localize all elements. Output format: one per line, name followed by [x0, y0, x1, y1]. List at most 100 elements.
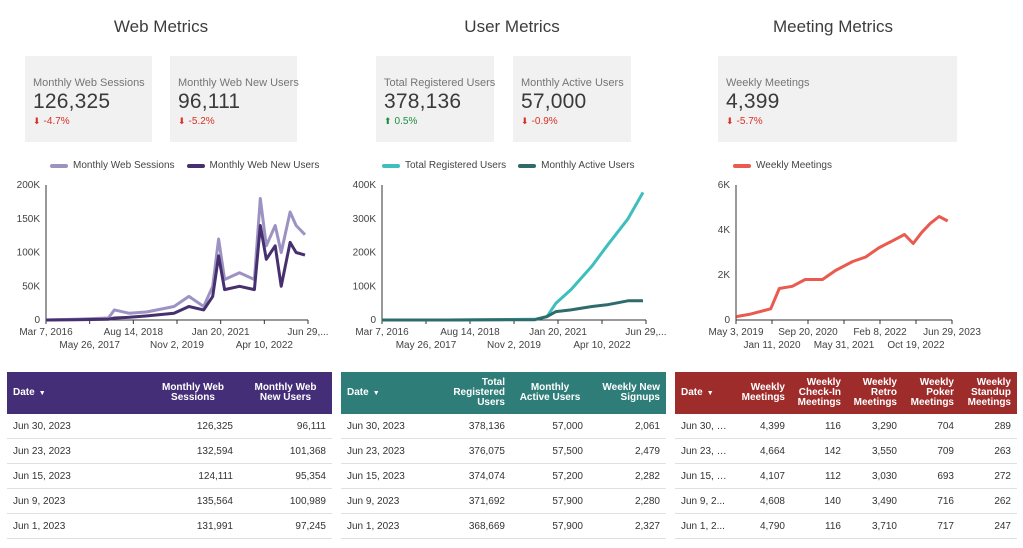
cell-date: Jun 9, 2...: [675, 488, 735, 514]
cell-value: 97,245: [239, 513, 332, 539]
cell-value: 57,900: [511, 513, 589, 539]
legend-label: Monthly Active Users: [541, 160, 635, 171]
legend-label: Monthly Web Sessions: [73, 160, 175, 171]
cell-value: 3,490: [847, 488, 903, 514]
kpi-value: 126,325: [33, 90, 111, 113]
x-tick-label: Jun 29, 2023: [923, 327, 981, 338]
col-header[interactable]: Total Registered Users: [453, 377, 505, 408]
kpi-label: Weekly Meetings: [726, 77, 810, 89]
table-row[interactable]: Jun 15, 2... 4,107 112 3,030 693 272: [675, 463, 1017, 489]
y-tick-label: 0: [724, 315, 730, 326]
table-row[interactable]: Jun 23, 2023 132,594 101,368: [7, 438, 332, 464]
table-row[interactable]: Jun 23, 2023 376,075 57,500 2,479: [341, 438, 666, 464]
table-row[interactable]: Jun 9, 2023 371,692 57,900 2,280: [341, 488, 666, 514]
legend-swatch: [733, 163, 751, 168]
kpi-change-value: -5.7%: [736, 116, 763, 127]
series-line-2[interactable]: [45, 224, 306, 322]
cell-value: 376,075: [433, 438, 511, 464]
cell-value: 101,368: [239, 438, 332, 464]
cell-value: 57,900: [511, 488, 589, 514]
cell-value: 100,989: [239, 488, 332, 514]
cell-value: 289: [960, 414, 1017, 439]
arrow-down-icon: ⬇: [726, 116, 734, 126]
web-chart-legend: Monthly Web Sessions Monthly Web New Use…: [50, 160, 319, 171]
table-row[interactable]: Jun 9, 2023 135,564 100,989: [7, 488, 332, 514]
user-metrics-title: User Metrics: [464, 17, 560, 36]
cell-value: 4,107: [735, 463, 791, 489]
x-tick-label: May 31, 2021: [814, 340, 875, 351]
table-row[interactable]: Jun 23, 2... 4,664 142 3,550 709 263: [675, 438, 1017, 464]
cell-value: 140: [791, 488, 847, 514]
x-tick-label: Nov 2, 2019: [150, 340, 204, 351]
col-header[interactable]: Weekly Meetings: [741, 382, 785, 403]
cell-value: 132,594: [147, 438, 239, 464]
col-header[interactable]: Monthly Web Sessions: [161, 382, 225, 403]
table-row[interactable]: Jun 1, 2... 4,790 116 3,710 717 247: [675, 513, 1017, 539]
cell-date: Jun 1, 2023: [7, 513, 147, 539]
arrow-down-icon: ⬇: [521, 116, 529, 126]
table-row[interactable]: Jun 30, 2... 4,399 116 3,290 704 289: [675, 414, 1017, 439]
sort-desc-icon[interactable]: ▼: [372, 389, 380, 397]
arrow-down-icon: ⬇: [178, 116, 186, 126]
col-header-date[interactable]: Date ▼: [347, 386, 380, 398]
col-header[interactable]: Weekly Check-In Meetings: [797, 377, 841, 408]
cell-value: 3,030: [847, 463, 903, 489]
cell-value: 126,325: [147, 414, 239, 439]
table-row[interactable]: Jun 1, 2023 368,669 57,900 2,327: [341, 513, 666, 539]
x-tick-label: Mar 7, 2016: [355, 327, 409, 338]
table-row[interactable]: Jun 30, 2023 126,325 96,111: [7, 414, 332, 439]
legend-swatch: [518, 163, 537, 168]
series-line-1[interactable]: [381, 191, 645, 322]
web-metrics-title: Web Metrics: [113, 17, 209, 36]
cell-value: 4,399: [735, 414, 791, 439]
cell-value: 2,327: [589, 513, 666, 539]
col-header[interactable]: Weekly Poker Meetings: [910, 377, 954, 408]
series-line-1[interactable]: [45, 197, 307, 322]
series-line-1[interactable]: [735, 215, 949, 319]
col-header-date[interactable]: Date ▼: [681, 386, 714, 398]
sort-desc-icon[interactable]: ▼: [38, 389, 46, 397]
legend-item[interactable]: Monthly Web Sessions: [50, 160, 175, 171]
legend-item[interactable]: Total Registered Users: [382, 160, 506, 171]
cell-value: 3,550: [847, 438, 903, 464]
kpi-card-monthly-active: Monthly Active Users 57,000 ⬇ -0.9%: [513, 56, 631, 142]
table-row[interactable]: Jun 9, 2... 4,608 140 3,490 716 262: [675, 488, 1017, 514]
y-tick-label: 0: [370, 315, 376, 326]
series-line-2[interactable]: [381, 299, 643, 322]
cell-value: 142: [791, 438, 847, 464]
cell-value: 709: [903, 438, 960, 464]
table-row[interactable]: Jun 15, 2023 374,074 57,200 2,282: [341, 463, 666, 489]
table-row[interactable]: Jun 15, 2023 124,111 95,354: [7, 463, 332, 489]
kpi-label: Total Registered Users: [384, 77, 496, 89]
legend-item[interactable]: Weekly Meetings: [733, 160, 832, 171]
col-header[interactable]: Monthly Active Users: [519, 382, 581, 403]
table-row[interactable]: Jun 30, 2023 378,136 57,000 2,061: [341, 414, 666, 439]
meeting-metrics-title: Meeting Metrics: [773, 17, 893, 36]
kpi-value: 4,399: [726, 90, 780, 113]
sort-desc-icon[interactable]: ▼: [706, 389, 714, 397]
col-header-date[interactable]: Date ▼: [13, 386, 46, 398]
cell-date: Jun 23, 2...: [675, 438, 735, 464]
legend-item[interactable]: Monthly Web New Users: [186, 160, 319, 171]
col-header[interactable]: Weekly Retro Meetings: [853, 377, 897, 408]
kpi-value: 57,000: [521, 90, 587, 113]
cell-value: 57,500: [511, 438, 589, 464]
col-header[interactable]: Monthly Web New Users: [254, 382, 317, 403]
col-header[interactable]: Weekly Standup Meetings: [967, 377, 1011, 408]
col-header[interactable]: Weekly New Signups: [602, 382, 660, 403]
kpi-change: ⬇ -5.7%: [726, 116, 957, 127]
x-tick-label: Oct 19, 2022: [887, 340, 945, 351]
x-tick-label: Jan 20, 2021: [192, 327, 250, 338]
y-tick-label: 50K: [22, 281, 40, 292]
cell-date: Jun 15, 2023: [7, 463, 147, 489]
table-row[interactable]: Jun 1, 2023 131,991 97,245: [7, 513, 332, 539]
y-tick-label: 300K: [353, 214, 377, 225]
x-tick-label: Aug 14, 2018: [104, 327, 164, 338]
kpi-card-total-registered: Total Registered Users 378,136 ⬆ 0.5%: [376, 56, 496, 142]
cell-date: Jun 1, 2...: [675, 513, 735, 539]
cell-value: 2,479: [589, 438, 666, 464]
y-tick-label: 2K: [718, 270, 731, 281]
user-metrics-line-chart: 0 100K 200K 300K 400K Mar 7, 2016 Aug 14, 2018…: [353, 180, 667, 351]
legend-item[interactable]: Monthly Active Users: [518, 160, 635, 171]
cell-date: Jun 9, 2023: [7, 488, 147, 514]
